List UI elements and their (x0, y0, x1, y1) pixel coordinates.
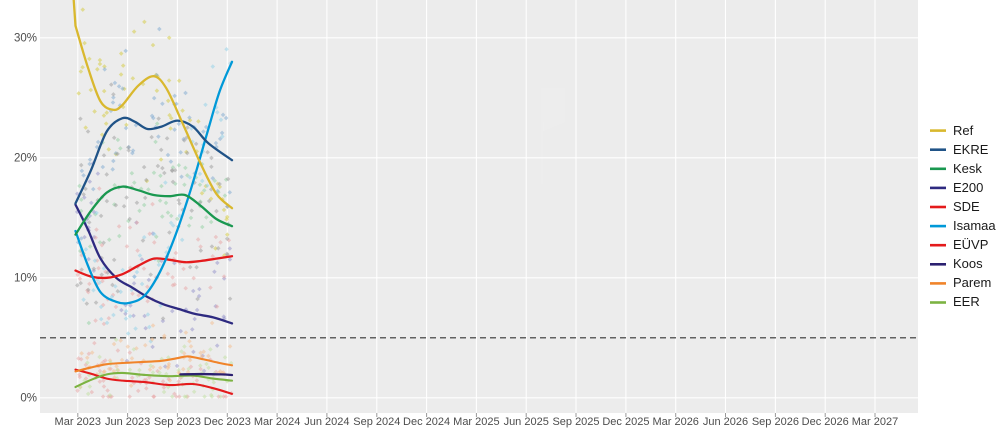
svg-text:Mar 2024: Mar 2024 (254, 416, 300, 428)
svg-text:Isamaa: Isamaa (953, 218, 996, 233)
svg-text:Dec 2024: Dec 2024 (403, 416, 450, 428)
svg-text:EKRE: EKRE (953, 142, 989, 157)
svg-text:Mar 2025: Mar 2025 (453, 416, 499, 428)
svg-text:Dec 2023: Dec 2023 (204, 416, 251, 428)
svg-text:Sep 2026: Sep 2026 (752, 416, 799, 428)
svg-text:Dec 2025: Dec 2025 (602, 416, 649, 428)
svg-text:E200: E200 (953, 180, 983, 195)
svg-text:Jun 2023: Jun 2023 (105, 416, 150, 428)
svg-text:Sep 2023: Sep 2023 (154, 416, 201, 428)
svg-text:10%: 10% (14, 273, 37, 285)
svg-text:EÜVP: EÜVP (953, 237, 988, 252)
svg-text:EER: EER (953, 294, 980, 309)
svg-text:Parem: Parem (953, 275, 991, 290)
svg-text:Kesk: Kesk (953, 161, 982, 176)
svg-text:Ref: Ref (953, 123, 974, 138)
svg-text:30%: 30% (14, 33, 37, 45)
svg-text:Jun 2024: Jun 2024 (304, 416, 349, 428)
svg-text:Dec 2026: Dec 2026 (802, 416, 849, 428)
svg-text:Jun 2025: Jun 2025 (504, 416, 549, 428)
svg-text:SDE: SDE (953, 199, 980, 214)
svg-text:0%: 0% (20, 393, 37, 405)
svg-text:20%: 20% (14, 153, 37, 165)
svg-text:Sep 2024: Sep 2024 (353, 416, 400, 428)
svg-text:Mar 2023: Mar 2023 (55, 416, 101, 428)
svg-text:Jun 2026: Jun 2026 (703, 416, 748, 428)
svg-text:Koos: Koos (953, 256, 983, 271)
svg-text:Mar 2026: Mar 2026 (652, 416, 698, 428)
svg-text:Mar 2027: Mar 2027 (852, 416, 898, 428)
svg-text:Sep 2025: Sep 2025 (552, 416, 599, 428)
